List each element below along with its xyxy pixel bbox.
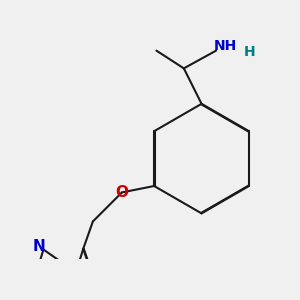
Text: N: N: [32, 239, 45, 254]
Text: NH: NH: [214, 39, 237, 53]
Text: O: O: [116, 185, 128, 200]
Text: H: H: [244, 45, 256, 59]
